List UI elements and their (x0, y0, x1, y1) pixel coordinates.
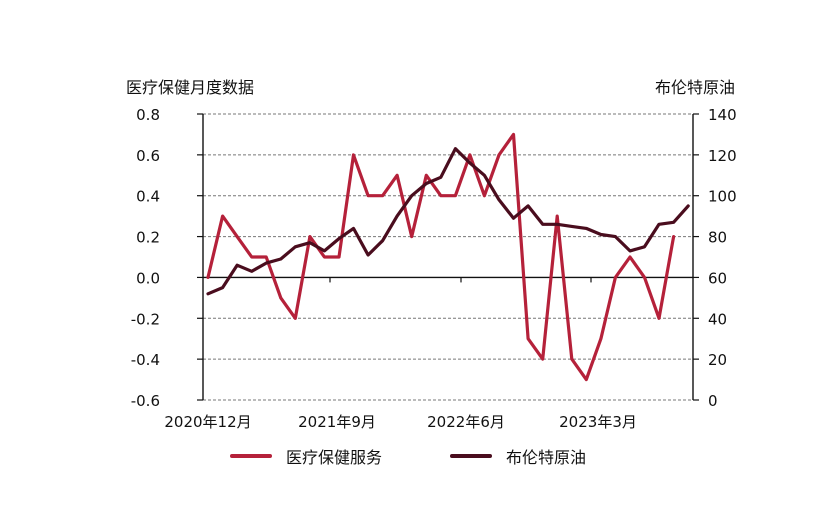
legend-swatch-brent (450, 454, 493, 458)
legend-label-brent: 布伦特原油 (506, 448, 587, 467)
legend-swatch-healthcare (230, 454, 272, 458)
legend: 医疗保健服务 布伦特原油 (230, 444, 654, 468)
x-tick-label: 2021年9月 (298, 413, 376, 431)
right-tick-label: 80 (708, 229, 727, 247)
left-tick-label: 0.8 (136, 106, 160, 124)
brent-crude-line (206, 147, 690, 296)
right-tick-label: 120 (708, 147, 737, 165)
left-tick-label: -0.4 (131, 351, 160, 369)
left-tick-label: -0.2 (131, 310, 160, 328)
left-tick-label: 0.0 (136, 269, 160, 287)
x-tick-label: 2020年12月 (164, 413, 251, 431)
x-tick-label: 2022年6月 (427, 413, 505, 431)
left-tick-label: -0.6 (131, 392, 160, 410)
left-tick-label: 0.4 (136, 188, 160, 206)
healthcare-services-line (206, 132, 676, 382)
legend-item-healthcare: 医疗保健服务 (230, 444, 382, 468)
right-tick-label: 100 (708, 188, 737, 206)
right-tick-label: 140 (708, 106, 737, 124)
right-axis-title: 布伦特原油 (655, 78, 736, 97)
left-tick-label: 0.2 (136, 229, 160, 247)
legend-item-brent: 布伦特原油 (450, 444, 586, 468)
legend-label-healthcare: 医疗保健服务 (286, 448, 383, 467)
left-axis-title: 医疗保健月度数据 (126, 78, 255, 97)
right-tick-label: 0 (708, 392, 718, 410)
left-tick-label: 0.6 (136, 147, 160, 165)
x-tick-label: 2023年3月 (559, 413, 637, 431)
right-tick-label: 40 (708, 310, 727, 328)
right-tick-label: 60 (708, 269, 727, 287)
right-tick-label: 20 (708, 351, 727, 369)
